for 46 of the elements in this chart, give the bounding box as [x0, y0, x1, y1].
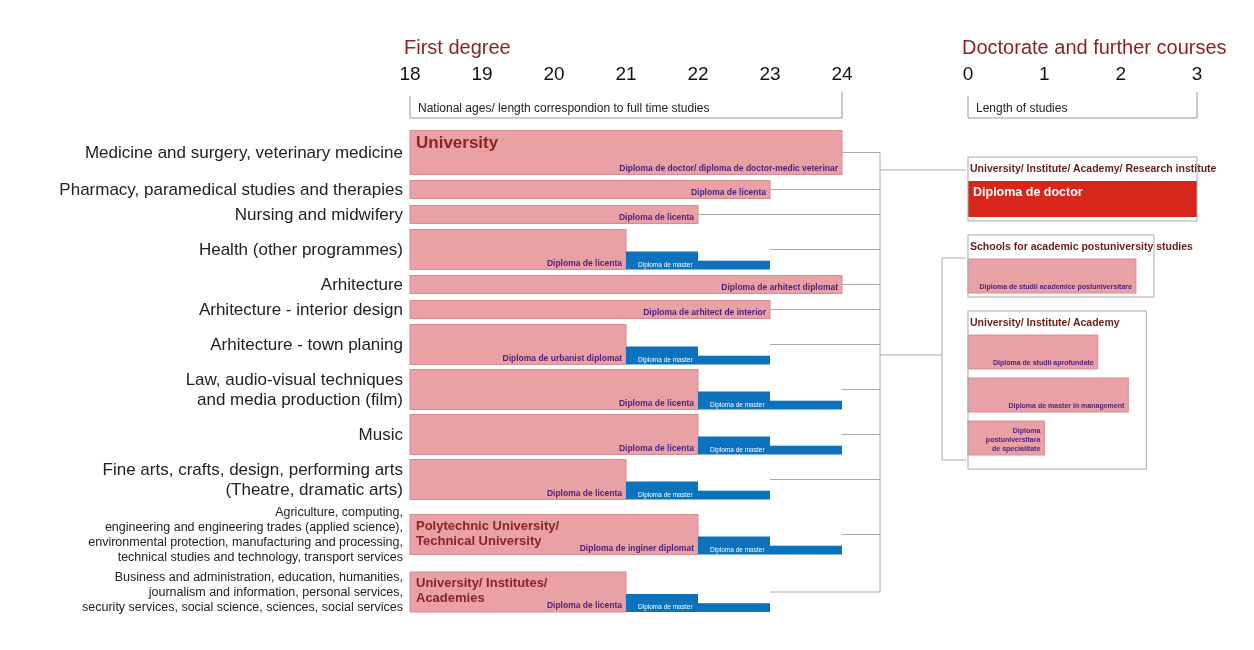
annotation: Polytechnic University/ Technical University	[416, 517, 560, 548]
data-label: Diploma de licenta	[546, 487, 623, 498]
y-tick-label: Arhitecture - interior design	[198, 300, 403, 320]
x-tick-label: 24	[831, 63, 853, 84]
y-tick-label: Nursing and midwifery	[234, 205, 404, 225]
y-tick-label: Pharmacy, paramedical studies and therapies	[59, 180, 403, 200]
data-label: Diploma de doctor/ diploma de doctor-medic veterinar	[619, 162, 839, 173]
data-label: Diploma de licenta	[546, 257, 623, 268]
data-label: Diploma de inginer diplomat	[579, 542, 695, 553]
data-label: Diploma de arhitect diplomat	[721, 281, 839, 292]
data-label: Diploma de licenta	[690, 186, 767, 197]
y-tick-label: Fine arts, crafts, design, performing arts (Theatre, dramatic arts)	[102, 460, 403, 500]
x-tick-label: 0	[962, 63, 974, 84]
x-tick-label: 1	[1039, 63, 1050, 84]
x-tick-label: 22	[687, 63, 709, 84]
x-tick-label: 2	[1115, 63, 1126, 84]
y-tick-label: Arhitecture	[320, 275, 403, 295]
y-tick-label: Arhitecture - town planing	[210, 335, 403, 355]
text: Length of studies	[976, 101, 1068, 115]
data-label: Diploma de licenta	[618, 211, 695, 222]
chart-title: Doctorate and further courses	[962, 36, 1227, 58]
x-tick-label: 3	[1191, 63, 1203, 84]
x-tick-label: 18	[399, 63, 421, 84]
y-tick-label: Medicine and surgery, veterinary medicine	[84, 143, 403, 163]
annotation: University	[416, 132, 499, 152]
x-tick-label: 20	[543, 63, 565, 84]
y-tick-label: Health (other programmes)	[198, 240, 403, 260]
data-label: Diploma de arhitect de interior	[643, 306, 767, 317]
x-tick-label: 19	[471, 63, 493, 84]
text: National ages/ length correspondion to full time studies	[418, 101, 710, 115]
y-tick-label: University/ Institute/ Academy/ Research institute	[970, 162, 1217, 174]
data-label: Diploma de licenta	[546, 600, 623, 610]
y-tick-label: University/ Institute/ Academy	[970, 316, 1120, 328]
x-tick-label: 21	[615, 63, 637, 84]
y-tick-label: Schools for academic postuniversity studies	[970, 240, 1194, 252]
y-tick-label: Law, audio-visual techniques and media production (film)	[185, 370, 403, 410]
x-tick-label: 23	[759, 63, 781, 84]
y-tick-label: Agriculture, computing, engineering and engineering trades (applied science), environmental protection, manufacturing and processing, technical studies and technology, transport services	[88, 505, 403, 565]
y-tick-label: Music	[358, 425, 404, 445]
data-label: Diploma de licenta	[618, 397, 695, 408]
data-label: Diploma de doctor	[973, 185, 1083, 199]
y-tick-label: Business and administration, education, humanities, journalism and information, personal services, security services, social science, sciences, social services	[82, 570, 403, 615]
data-label: Diploma de licenta	[618, 442, 695, 453]
annotation: University/ Institutes/ Academies	[416, 575, 548, 605]
chart-title: First degree	[404, 36, 511, 58]
data-label: Diploma de urbanist diplomat	[502, 352, 623, 363]
